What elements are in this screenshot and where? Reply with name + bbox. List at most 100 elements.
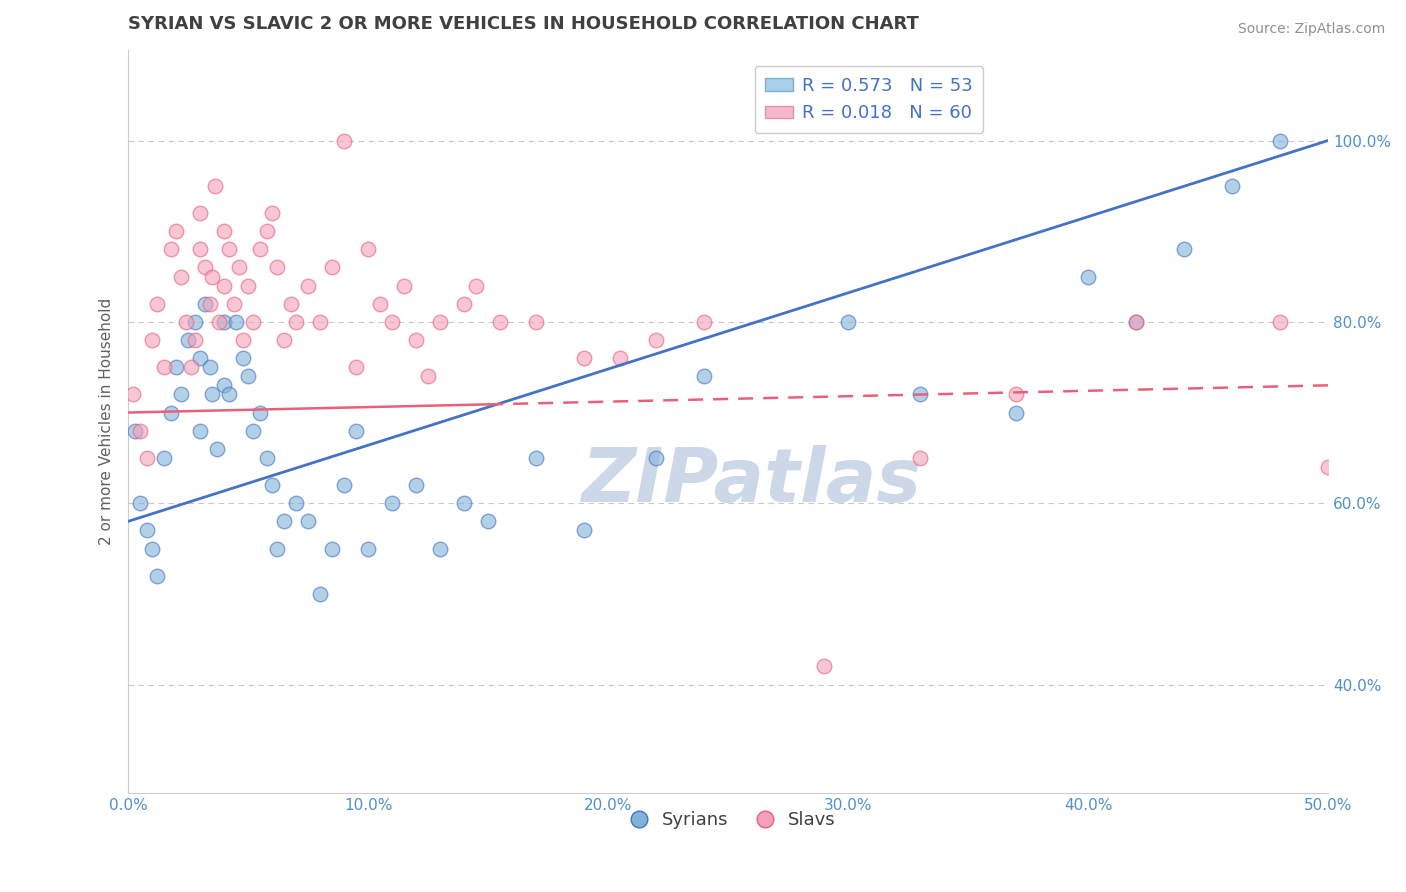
Point [266, 260, 288, 275]
Point [165, 360, 187, 375]
Point [609, 351, 631, 365]
Point [429, 315, 451, 329]
Point [201, 387, 224, 401]
Point [232, 333, 254, 347]
Point [574, 524, 596, 538]
Point [170, 269, 193, 284]
Point [357, 242, 380, 256]
Point [693, 315, 716, 329]
Point [645, 450, 668, 465]
Point [266, 541, 288, 556]
Point [262, 206, 284, 220]
Point [225, 315, 247, 329]
Point [813, 659, 835, 673]
Point [146, 296, 169, 310]
Point [524, 315, 547, 329]
Point [297, 278, 319, 293]
Point [285, 315, 308, 329]
Point [285, 496, 308, 510]
Point [238, 278, 260, 293]
Point [194, 260, 217, 275]
Point [194, 296, 217, 310]
Point [201, 269, 224, 284]
Point [477, 514, 499, 528]
Point [256, 450, 278, 465]
Point [212, 278, 235, 293]
Point [309, 587, 332, 601]
Point [141, 333, 163, 347]
Point [574, 351, 596, 365]
Point [242, 424, 264, 438]
Point [228, 260, 250, 275]
Point [256, 224, 278, 238]
Point [188, 206, 211, 220]
Point [405, 478, 427, 492]
Point [381, 315, 404, 329]
Point [242, 315, 264, 329]
Point [1005, 387, 1028, 401]
Point [908, 450, 931, 465]
Point [1173, 242, 1195, 256]
Point [238, 369, 260, 384]
Point [153, 360, 176, 375]
Point [218, 242, 240, 256]
Point [124, 424, 146, 438]
Point [381, 496, 404, 510]
Point [249, 242, 271, 256]
Point [273, 514, 295, 528]
Point [333, 134, 356, 148]
Point [212, 315, 235, 329]
Point [524, 450, 547, 465]
Text: SYRIAN VS SLAVIC 2 OR MORE VEHICLES IN HOUSEHOLD CORRELATION CHART: SYRIAN VS SLAVIC 2 OR MORE VEHICLES IN H… [128, 15, 920, 33]
Point [1268, 134, 1291, 148]
Text: Source: ZipAtlas.com: Source: ZipAtlas.com [1237, 22, 1385, 37]
Point [429, 541, 451, 556]
Point [321, 260, 343, 275]
Point [357, 541, 380, 556]
Point [141, 541, 163, 556]
Point [205, 442, 228, 456]
Point [645, 333, 668, 347]
Point [212, 378, 235, 392]
Point [146, 568, 169, 582]
Point [222, 296, 245, 310]
Point [405, 333, 427, 347]
Point [1220, 178, 1243, 193]
Point [208, 315, 231, 329]
Point [232, 351, 254, 365]
Point [184, 333, 207, 347]
Point [1125, 315, 1147, 329]
Point [693, 369, 716, 384]
Point [153, 450, 176, 465]
Point [122, 387, 145, 401]
Point [1077, 269, 1099, 284]
Point [1268, 315, 1291, 329]
Point [309, 315, 332, 329]
Point [198, 296, 221, 310]
Legend: Syrians, Slavs: Syrians, Slavs [613, 804, 844, 837]
Point [160, 405, 183, 419]
Point [136, 450, 159, 465]
Point [180, 360, 202, 375]
Point [321, 541, 343, 556]
Text: ZIPatlas: ZIPatlas [582, 444, 922, 517]
Point [184, 315, 207, 329]
Point [198, 360, 221, 375]
Point [368, 296, 391, 310]
Point [344, 360, 367, 375]
Point [262, 478, 284, 492]
Point [392, 278, 415, 293]
Point [344, 424, 367, 438]
Point [188, 242, 211, 256]
Point [170, 387, 193, 401]
Point [204, 178, 226, 193]
Point [1125, 315, 1147, 329]
Point [465, 278, 488, 293]
Point [908, 387, 931, 401]
Point [249, 405, 271, 419]
Y-axis label: 2 or more Vehicles in Household: 2 or more Vehicles in Household [100, 298, 114, 545]
Point [453, 296, 475, 310]
Point [129, 496, 152, 510]
Point [136, 524, 159, 538]
Point [837, 315, 859, 329]
